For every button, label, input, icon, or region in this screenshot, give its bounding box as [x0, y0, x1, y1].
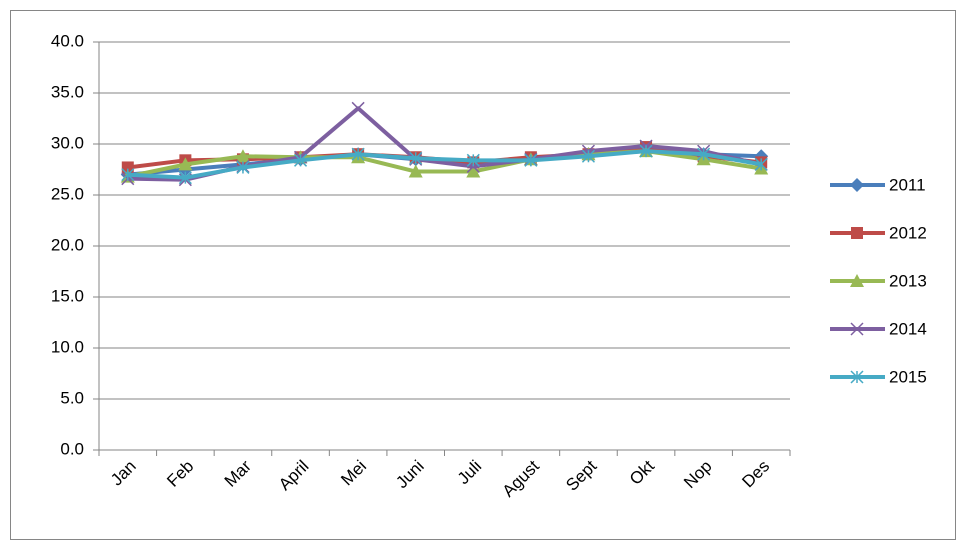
- data-point: [351, 147, 365, 161]
- data-point: [121, 168, 135, 182]
- data-point: [466, 164, 481, 178]
- chart-border: [10, 10, 956, 540]
- legend-label: 2013: [889, 271, 927, 290]
- legend-label: 2015: [889, 367, 927, 386]
- series-line: [127, 149, 762, 180]
- y-tick-label: 15.0: [51, 286, 84, 305]
- data-point: [409, 151, 423, 165]
- y-tick-label: 0.0: [60, 439, 84, 458]
- data-point: [754, 157, 768, 171]
- y-tick-label: 30.0: [51, 133, 84, 152]
- y-tick-label: 35.0: [51, 82, 84, 101]
- data-point: [178, 171, 192, 185]
- data-point: [466, 153, 480, 167]
- y-tick-label: 10.0: [51, 337, 84, 356]
- data-point: [294, 153, 308, 167]
- legend-label: 2011: [889, 175, 926, 194]
- data-point: [178, 157, 193, 171]
- legend-label: 2014: [889, 319, 927, 338]
- legend-marker: [850, 178, 864, 192]
- legend-marker: [850, 274, 864, 287]
- data-point: [697, 147, 711, 161]
- data-point: [408, 164, 423, 178]
- data-point: [121, 161, 134, 174]
- data-point: [466, 159, 480, 173]
- data-point: [351, 101, 365, 115]
- legend-marker: [851, 227, 863, 239]
- data-point: [235, 149, 250, 163]
- data-point: [236, 160, 250, 174]
- legend-label: 2012: [889, 223, 927, 242]
- data-point: [581, 149, 595, 163]
- y-tick-label: 25.0: [51, 184, 84, 203]
- y-tick-label: 5.0: [60, 388, 84, 407]
- y-tick-label: 20.0: [51, 235, 84, 254]
- data-point: [639, 144, 653, 158]
- legend-marker: [850, 322, 864, 336]
- y-tick-label: 40.0: [51, 31, 84, 50]
- data-point: [524, 153, 538, 167]
- legend-marker: [850, 370, 864, 384]
